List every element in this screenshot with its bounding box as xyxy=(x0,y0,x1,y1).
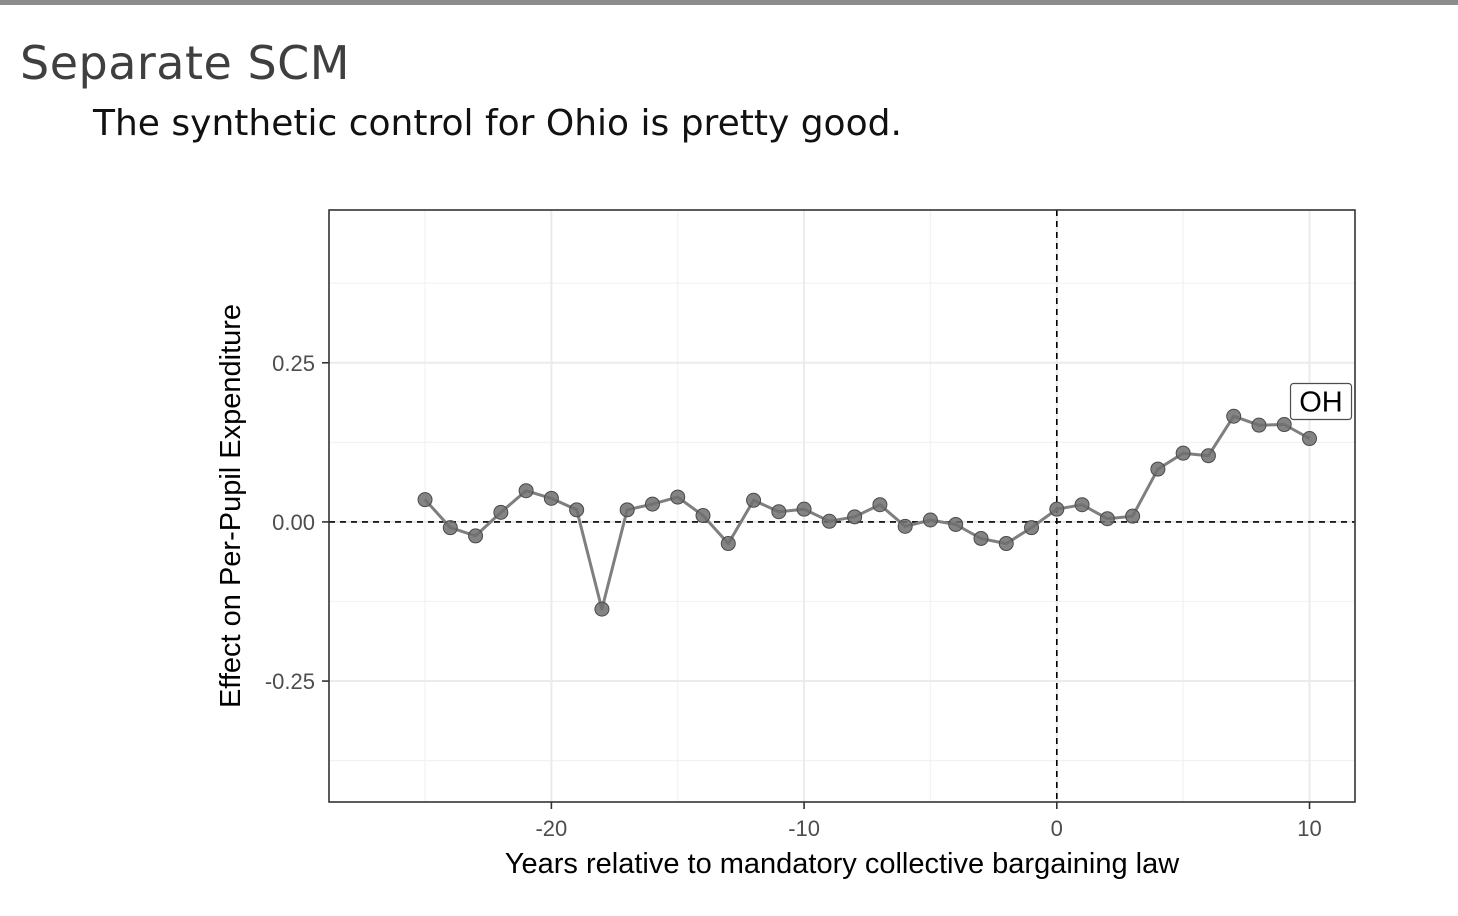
data-point xyxy=(746,492,762,508)
x-axis-ticks: -20 -10 0 10 xyxy=(535,802,1322,841)
x-tick-label: 0 xyxy=(1051,816,1063,841)
data-point xyxy=(1175,445,1191,461)
y-tick-label: -0.25 xyxy=(265,669,315,694)
data-point xyxy=(1150,461,1166,477)
data-point xyxy=(1226,408,1242,424)
y-axis-title: Effect on Per-Pupil Expenditure xyxy=(215,304,247,708)
data-point xyxy=(771,504,787,520)
data-point xyxy=(821,513,837,529)
data-point xyxy=(619,502,635,518)
data-point xyxy=(1074,497,1090,513)
data-point xyxy=(998,536,1014,552)
data-point xyxy=(1099,511,1115,527)
y-axis-ticks: 0.25 0.00 -0.25 xyxy=(265,351,329,694)
data-point xyxy=(1302,431,1318,447)
data-point xyxy=(1125,508,1141,524)
data-point xyxy=(948,516,964,532)
data-point xyxy=(569,502,585,518)
x-tick-label: 10 xyxy=(1297,816,1321,841)
data-point xyxy=(897,518,913,534)
grid-major xyxy=(329,210,1355,802)
slide-subtitle: The synthetic control for Ohio is pretty… xyxy=(93,103,902,144)
series-label: OH xyxy=(1299,387,1343,419)
x-axis-title: Years relative to mandatory collective b… xyxy=(505,848,1180,880)
data-point xyxy=(796,501,812,517)
top-rule xyxy=(0,0,1458,5)
x-tick-label: -10 xyxy=(788,816,820,841)
series-label-background xyxy=(1289,382,1353,421)
data-point xyxy=(644,496,660,512)
data-point xyxy=(1024,520,1040,536)
data-point xyxy=(594,601,610,617)
data-point xyxy=(922,512,938,528)
data-point xyxy=(847,509,863,525)
data-point xyxy=(493,504,509,520)
data-point xyxy=(670,489,686,505)
y-tick-label: 0.25 xyxy=(272,351,315,376)
data-point xyxy=(1049,501,1065,517)
data-point xyxy=(1276,417,1292,433)
data-point xyxy=(973,530,989,546)
grid-minor xyxy=(329,210,1355,802)
data-point xyxy=(442,520,458,536)
data-point xyxy=(720,536,736,552)
plot-border xyxy=(328,209,1356,803)
data-point xyxy=(872,497,888,513)
data-point xyxy=(518,483,534,499)
y-tick-label: 0.00 xyxy=(272,510,315,535)
x-tick-label: -20 xyxy=(535,816,567,841)
data-point xyxy=(417,492,433,508)
series-label-box: OH xyxy=(1289,382,1353,421)
data-point xyxy=(543,490,559,506)
data-point xyxy=(1251,417,1267,433)
data-point xyxy=(1200,448,1216,464)
plot-panel xyxy=(329,210,1355,802)
data-point xyxy=(468,528,484,544)
data-point xyxy=(695,508,711,524)
series-layer xyxy=(417,408,1318,617)
slide-title: Separate SCM xyxy=(20,36,350,90)
